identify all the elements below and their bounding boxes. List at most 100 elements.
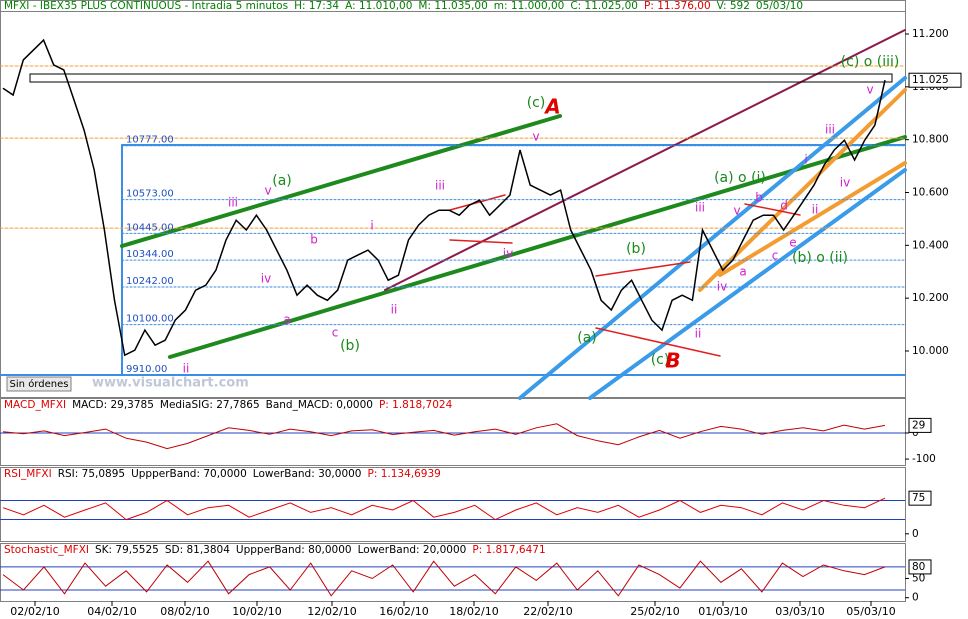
- panel-header: Stochastic_MFXI SK: 79,5525 SD: 81,3804 Upp…: [4, 544, 546, 556]
- rsi-frame: [0, 467, 906, 542]
- status-box: Sin órdenes www.visualchart.com: [6, 376, 249, 392]
- wave-label: iv: [261, 272, 271, 286]
- y-tick-label: 0: [912, 427, 919, 439]
- red-line: [449, 194, 506, 211]
- price-line: [2, 497, 886, 521]
- x-tick-label: 10/02/10: [232, 605, 281, 618]
- price-line: [2, 423, 886, 450]
- wave-label: i: [370, 219, 373, 233]
- header-part: A: 11.010,00: [345, 0, 412, 12]
- wave-label: c: [772, 249, 779, 263]
- header-part: M: 11.035,00: [418, 0, 487, 12]
- header-part: UppperBand: 80,0000: [236, 544, 352, 556]
- red-line: [595, 327, 721, 357]
- header-part: m: 11.000,00: [494, 0, 565, 12]
- green-line: [168, 135, 907, 359]
- wave-label: i: [804, 153, 807, 167]
- wave-label: c: [332, 326, 339, 340]
- last-value-label: 29: [912, 419, 925, 431]
- y-tick-label: 10.600: [912, 186, 949, 198]
- header-part: V: 592: [717, 0, 750, 12]
- x-tick-label: 18/02/10: [449, 605, 498, 618]
- wave-label: iii: [825, 123, 835, 137]
- header-part: MACD_MFXI: [4, 399, 66, 411]
- header-part: C: 11.025,00: [570, 0, 638, 12]
- wave-label: (a): [272, 173, 292, 189]
- blue-line: [588, 168, 907, 400]
- header-part: 05/03/10: [756, 0, 803, 12]
- x-tick-label: 02/02/10: [10, 605, 59, 618]
- y-tick-label: 10.000: [912, 345, 949, 357]
- x-tick-label: 22/02/10: [523, 605, 572, 618]
- x-tick-label: 08/02/10: [160, 605, 209, 618]
- red-line: [744, 203, 801, 216]
- level-label: 10777.00: [126, 135, 174, 146]
- x-tick-label: 12/02/10: [307, 605, 356, 618]
- wave-label: ii: [812, 203, 819, 217]
- y-tick-label: 10.200: [912, 292, 949, 304]
- wave-label: (c): [527, 95, 546, 111]
- wave-label: a: [739, 265, 746, 279]
- wave-label: ii: [391, 303, 398, 317]
- wave-label: (c) o (iii): [841, 54, 900, 70]
- wave-label: iii: [228, 196, 238, 210]
- wave-label: a: [283, 313, 290, 327]
- wave-label: (b) o (ii): [792, 250, 848, 266]
- price-line: [2, 560, 886, 597]
- wave-label: v: [264, 184, 271, 198]
- header-part: H: 17:34: [294, 0, 339, 12]
- status-text: Sin órdenes: [10, 378, 69, 390]
- stoch-frame: [0, 543, 906, 602]
- last-value-label: 11.025: [912, 74, 949, 86]
- price-line: [2, 38, 886, 357]
- wave-label: (b): [340, 338, 360, 354]
- wave-label: iv: [717, 280, 727, 294]
- wave-label: (a) o (i): [714, 170, 766, 186]
- wave-label: iii: [695, 201, 705, 215]
- wave-label: iii: [435, 179, 445, 193]
- panel-header: MACD_MFXI MACD: 29,3785 MediaSIG: 27,7865 B…: [4, 399, 453, 411]
- level-label: 10344.00: [126, 249, 174, 260]
- header-part: LowerBand: 20,0000: [358, 544, 467, 556]
- x-tick-label: 05/03/10: [846, 605, 895, 618]
- header-part: UppperBand: 70,0000: [131, 468, 247, 480]
- wave-label: b: [755, 191, 763, 205]
- wave-label: B: [665, 349, 680, 373]
- wave-label: v: [733, 204, 740, 218]
- header-part: SK: 79,5525: [95, 544, 159, 556]
- y-tick-label: 10.800: [912, 134, 949, 146]
- blue-line: [518, 76, 907, 400]
- trend-lines: [0, 29, 907, 400]
- main-frame: [0, 0, 906, 398]
- orange-line: [718, 161, 907, 277]
- wave-label: ii: [183, 362, 190, 376]
- level-label: 10100.00: [126, 314, 174, 325]
- y-tick-label: 11.200: [912, 28, 949, 40]
- x-tick-label: 04/02/10: [87, 605, 136, 618]
- y-tick-label: 0: [912, 592, 919, 604]
- last-value-box: [908, 417, 932, 433]
- header-part: P: 1.818,7024: [379, 399, 453, 411]
- level-label: 10242.00: [126, 276, 174, 287]
- watermark: www.visualchart.com: [92, 376, 249, 391]
- header-part: MFXI - IBEX35 PLUS CONTINUOUS - Intradia…: [4, 0, 288, 12]
- y-tick-label: 10.400: [912, 239, 949, 251]
- price-box: [29, 73, 893, 83]
- y-tick-label: 0: [912, 528, 919, 540]
- header-part: Band_MACD: 0,0000: [266, 399, 373, 411]
- level-label: 10573.00: [126, 189, 174, 200]
- wave-label: d: [780, 199, 788, 213]
- x-tick-label: 25/02/10: [630, 605, 679, 618]
- wave-label: (b): [626, 241, 646, 257]
- header-part: MediaSIG: 27,7865: [160, 399, 260, 411]
- wave-label: e: [789, 236, 796, 250]
- red-line: [595, 261, 691, 277]
- wave-label: b: [310, 233, 318, 247]
- wave-label: iv: [840, 176, 850, 190]
- header-part: SD: 81,3804: [165, 544, 230, 556]
- level-label: 9910.00: [126, 364, 167, 375]
- header-part: RSI_MFXI: [4, 468, 52, 480]
- y-tick-label: 50: [912, 572, 925, 584]
- header-part: P: 1.134,6939: [368, 468, 441, 480]
